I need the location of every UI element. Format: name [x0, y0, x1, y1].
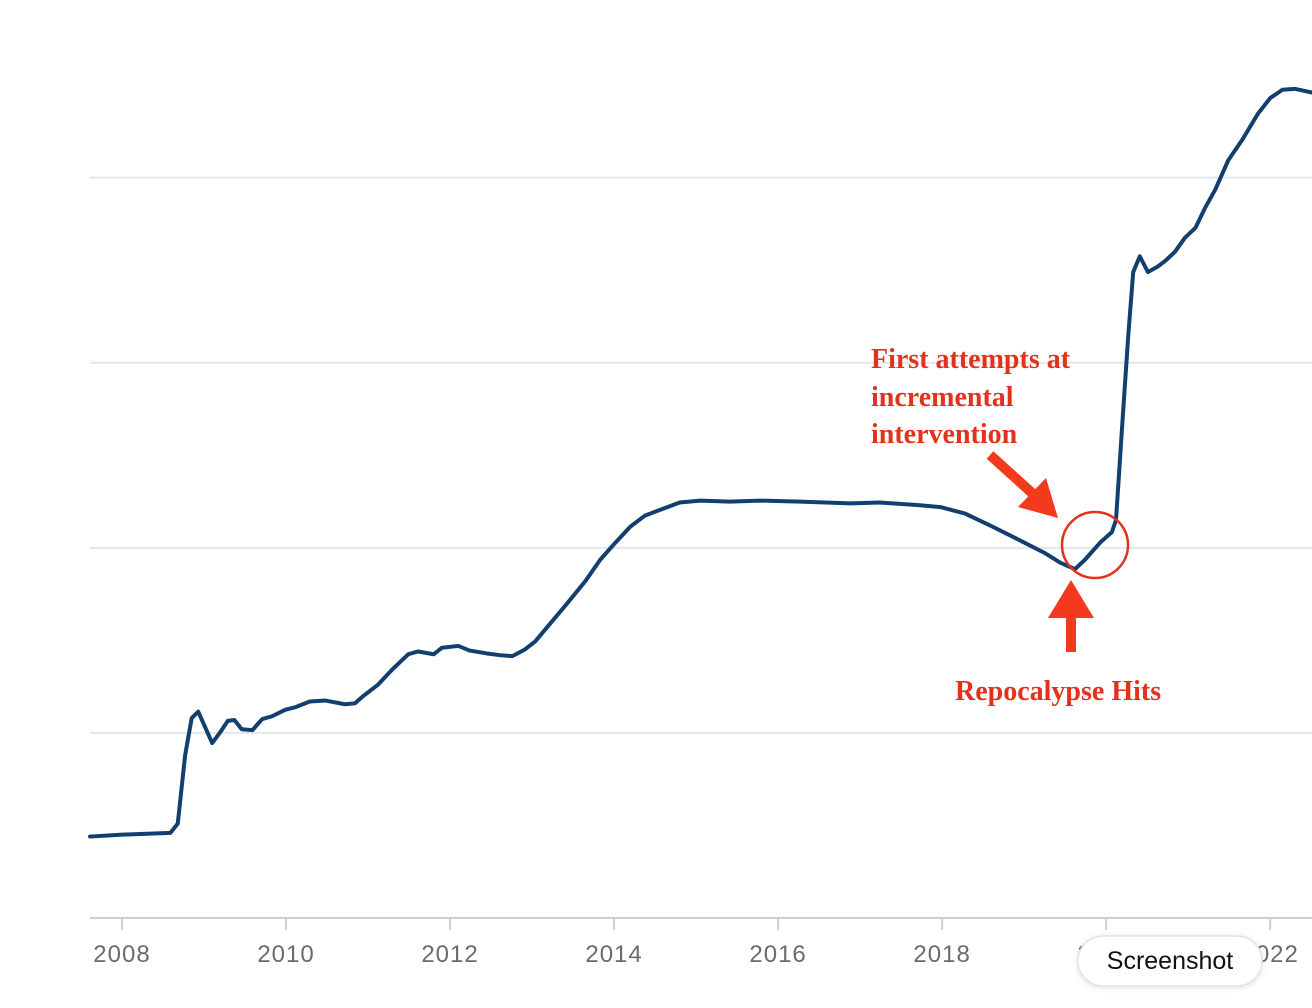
- annotation-first: First attempts at incremental interventi…: [871, 344, 1130, 580]
- pill-background: [1077, 935, 1263, 987]
- annotation-text: incremental: [871, 382, 1014, 413]
- plot: [88, 86, 1312, 839]
- screenshot-pill[interactable]: Screenshot: [1077, 935, 1263, 987]
- grid: [90, 176, 1312, 919]
- annotation-text: intervention: [871, 419, 1018, 450]
- arrow-head: [1048, 580, 1094, 618]
- arrow-head: [1018, 478, 1058, 518]
- highlight-circle: [1060, 510, 1130, 580]
- x-tick-label: 2014: [585, 941, 642, 968]
- annotation-repo: Repocalypse Hits: [955, 580, 1161, 707]
- series-line: [88, 86, 1312, 839]
- arrow-shaft: [986, 451, 1036, 497]
- x-tick-label: 2016: [749, 941, 806, 968]
- x-tick-label: 2018: [913, 941, 970, 968]
- x-tick-label: 2008: [93, 941, 150, 968]
- annotation-text: First attempts at: [871, 344, 1071, 375]
- pill-label[interactable]: Screenshot: [1107, 947, 1234, 975]
- x-tick-label: 2012: [421, 941, 478, 968]
- x-tick-label: 2010: [257, 941, 314, 968]
- annotation-text: Repocalypse Hits: [955, 676, 1161, 707]
